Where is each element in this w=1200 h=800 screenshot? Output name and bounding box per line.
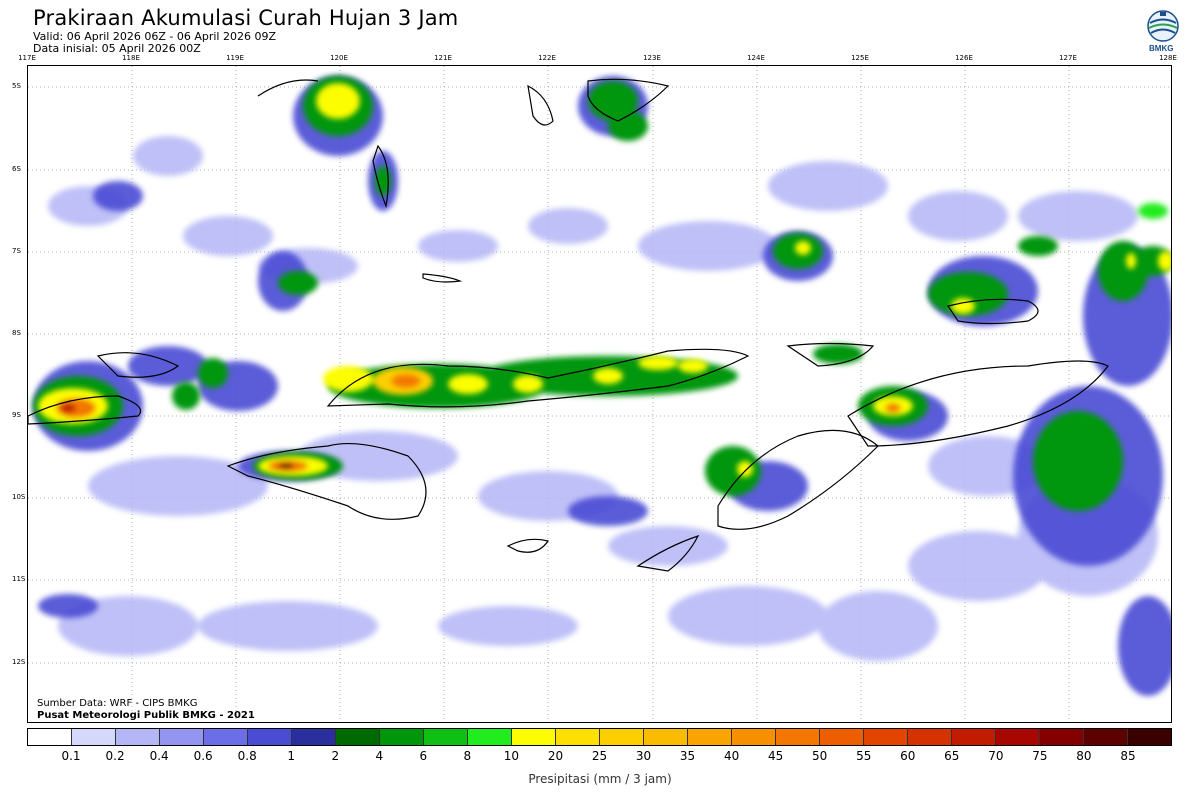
precipitation-legend	[27, 728, 1172, 746]
legend-tick-label: 65	[944, 749, 960, 763]
lon-label: 127E	[1059, 54, 1077, 62]
legend-tick-label: 85	[1120, 749, 1136, 763]
lat-label: 5S	[12, 82, 21, 90]
coastlines	[28, 78, 1109, 572]
legend-tick-label: 40	[723, 749, 740, 763]
legend-tick-label: 70	[988, 749, 1004, 763]
legend-tick-label: 1	[287, 749, 296, 763]
legend-tick-label: 30	[635, 749, 652, 763]
legend-swatch	[204, 729, 248, 745]
legend-tick-label: 0.6	[193, 749, 213, 763]
legend-tick-label: 6	[419, 749, 428, 763]
bmkg-logo-icon	[1147, 10, 1179, 42]
legend-swatch	[600, 729, 644, 745]
legend-tick-label: 80	[1076, 749, 1092, 763]
legend-swatch	[1040, 729, 1084, 745]
legend-swatch	[72, 729, 116, 745]
legend-swatch	[644, 729, 688, 745]
data-source-credit: Sumber Data: WRF - CIPS BMKG	[37, 698, 198, 709]
legend-tick-label: 35	[679, 749, 696, 763]
legend-swatch	[820, 729, 864, 745]
lon-label: 118E	[122, 54, 140, 62]
lon-label: 125E	[851, 54, 869, 62]
legend-swatch	[952, 729, 996, 745]
valid-period: Valid: 06 April 2026 06Z - 06 April 2026…	[33, 30, 276, 43]
legend-swatch	[380, 729, 424, 745]
legend-tick-label: 20	[547, 749, 564, 763]
legend-tick-label: 8	[463, 749, 472, 763]
legend-swatch	[160, 729, 204, 745]
precipitation-map	[27, 65, 1172, 723]
legend-swatch	[116, 729, 160, 745]
lon-label: 120E	[330, 54, 348, 62]
legend-swatch	[292, 729, 336, 745]
legend-tick-label: 75	[1032, 749, 1048, 763]
legend-swatch	[996, 729, 1040, 745]
rain-intense	[38, 83, 1171, 477]
lat-label: 11S	[12, 575, 26, 583]
lat-label: 12S	[12, 658, 26, 666]
legend-swatch	[1084, 729, 1128, 745]
legend-tick-label: 45	[768, 749, 784, 763]
logo-label: BMKG	[1149, 44, 1174, 53]
legend-swatch	[248, 729, 292, 745]
legend-swatch	[908, 729, 952, 745]
legend-swatch	[28, 729, 72, 745]
legend-tick-label: 0.4	[149, 749, 169, 763]
legend-tick-label: 55	[856, 749, 872, 763]
legend-swatch	[468, 729, 512, 745]
legend-title: Presipitasi (mm / 3 jam)	[528, 772, 672, 786]
map-canvas	[28, 66, 1171, 722]
lat-label: 10S	[12, 493, 26, 501]
lon-label: 121E	[434, 54, 452, 62]
lon-label: 126E	[955, 54, 973, 62]
legend-swatch	[688, 729, 732, 745]
legend-tick-label: 0.2	[105, 749, 125, 763]
lat-label: 6S	[12, 165, 21, 173]
legend-tick-label: 2	[331, 749, 340, 763]
legend-swatch	[776, 729, 820, 745]
lat-label: 8S	[12, 329, 21, 337]
legend-tick-label: 4	[375, 749, 384, 763]
lat-label: 9S	[12, 411, 21, 419]
legend-swatch	[556, 729, 600, 745]
lon-label: 122E	[538, 54, 556, 62]
lon-label: 119E	[226, 54, 244, 62]
legend-swatch	[512, 729, 556, 745]
legend-swatch	[1128, 729, 1171, 745]
legend-tick-label: 25	[591, 749, 608, 763]
legend-tick-label: 0.1	[61, 749, 81, 763]
lon-label: 117E	[18, 54, 36, 62]
lon-label: 128E	[1159, 54, 1177, 62]
lon-label: 123E	[643, 54, 661, 62]
organization-credit: Pusat Meteorologi Publik BMKG - 2021	[37, 710, 255, 721]
legend-tick-label: 10	[503, 749, 520, 763]
legend-swatch	[336, 729, 380, 745]
lat-label: 7S	[12, 247, 21, 255]
initial-data-time: Data inisial: 05 April 2026 00Z	[33, 42, 201, 55]
legend-swatch	[732, 729, 776, 745]
legend-swatch	[424, 729, 468, 745]
legend-tick-label: 0.8	[237, 749, 257, 763]
page-title: Prakiraan Akumulasi Curah Hujan 3 Jam	[33, 6, 459, 30]
legend-tick-label: 50	[812, 749, 828, 763]
lon-label: 124E	[747, 54, 765, 62]
legend-tick-label: 60	[900, 749, 916, 763]
legend-swatch	[864, 729, 908, 745]
